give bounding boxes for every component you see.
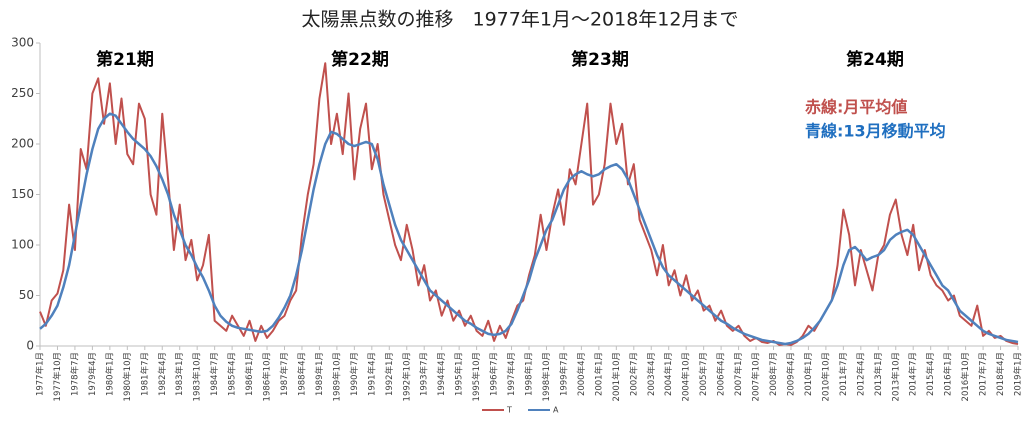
y-tick-label: 250: [11, 86, 34, 100]
x-tick-label: 2000年4月: [576, 352, 587, 396]
series-line: [39, 112, 1019, 346]
x-tick-label: 2009年4月: [785, 352, 796, 396]
x-tick-label: 1979年4月: [87, 352, 98, 396]
x-tick-label: 2015年4月: [925, 352, 936, 396]
x-tick-label: 2016年10月: [960, 352, 971, 401]
y-tick-label: 50: [19, 288, 34, 302]
x-tick-label: 1991年4月: [366, 352, 377, 396]
x-tick-label: 1985年4月: [227, 352, 238, 396]
x-tick-label: 1994年4月: [436, 352, 447, 396]
legend-label: T: [506, 406, 512, 415]
x-tick-label: 2001年10月: [611, 352, 622, 401]
x-tick-label: 2008年7月: [768, 352, 779, 396]
x-tick-label: 1988年4月: [296, 352, 307, 396]
annotation: 青線:13月移動平均: [805, 122, 946, 141]
y-tick-label: 0: [26, 339, 34, 353]
x-tick-label: 1977年1月: [35, 352, 46, 396]
x-tick-label: 2014年7月: [908, 352, 919, 396]
x-tick-label: 2016年1月: [943, 352, 954, 396]
chart-title: 太陽黒点数の推移 1977年1月～2018年12月まで: [302, 9, 739, 31]
y-tick-label: 100: [11, 238, 34, 252]
x-tick-label: 1995年1月: [454, 352, 465, 396]
x-tick-label: 2001年1月: [593, 352, 604, 396]
x-tick-label: 2017年7月: [978, 352, 989, 396]
annotation: 第21期: [96, 49, 154, 70]
x-tick-label: 2002年7月: [628, 352, 639, 396]
annotation: 第23期: [571, 49, 629, 70]
x-tick-label: 1978年7月: [69, 352, 80, 396]
x-tick-label: 2004年1月: [663, 352, 674, 396]
annotation: 第24期: [846, 49, 904, 70]
x-tick-label: 1997年4月: [506, 352, 517, 396]
x-tick-label: 1989年1月: [314, 352, 325, 396]
x-tick-label: 1992年1月: [384, 352, 395, 396]
x-tick-label: 2010年10月: [820, 352, 831, 401]
x-tick-label: 1983年1月: [174, 352, 185, 396]
x-tick-label: 1987年7月: [279, 352, 290, 396]
x-tick-label: 2004年10月: [681, 352, 692, 401]
x-tick-label: 1980年1月: [104, 352, 115, 396]
x-tick-label: 1999年7月: [558, 352, 569, 396]
x-tick-label: 1998年10月: [541, 352, 552, 401]
x-tick-label: 2010年1月: [803, 352, 814, 396]
x-tick-label: 2012年4月: [855, 352, 866, 396]
x-tick-label: 1986年1月: [244, 352, 255, 396]
y-tick-label: 300: [11, 36, 34, 50]
x-tick-label: 1995年10月: [471, 352, 482, 401]
x-tick-label: 1981年7月: [139, 352, 150, 396]
x-tick-label: 1986年10月: [262, 352, 273, 401]
x-tick-label: 2007年1月: [733, 352, 744, 396]
x-tick-label: 2019年1月: [1013, 352, 1024, 396]
x-tick-label: 2006年4月: [716, 352, 727, 396]
series-line: [39, 62, 1019, 346]
x-tick-label: 2013年10月: [890, 352, 901, 401]
x-tick-label: 1989年10月: [331, 352, 342, 401]
x-tick-label: 2003年4月: [646, 352, 657, 396]
x-tick-label: 2018年4月: [995, 352, 1006, 396]
x-tick-label: 1977年10月: [52, 352, 63, 401]
x-tick-label: 1982年4月: [157, 352, 168, 396]
x-tick-label: 1998年1月: [524, 352, 535, 396]
x-tick-label: 1980年10月: [122, 352, 133, 401]
x-tick-label: 1990年7月: [349, 352, 360, 396]
y-tick-label: 200: [11, 137, 34, 151]
x-tick-label: 1983年10月: [192, 352, 203, 401]
x-tick-label: 2007年10月: [751, 352, 762, 401]
x-tick-label: 1993年7月: [419, 352, 430, 396]
y-tick-label: 150: [11, 187, 34, 201]
annotation: 第22期: [331, 49, 389, 70]
x-tick-label: 1996年7月: [489, 352, 500, 396]
annotation: 赤線:月平均値: [805, 98, 907, 117]
legend-label: A: [553, 406, 559, 415]
x-tick-label: 2011年7月: [838, 352, 849, 396]
x-tick-label: 1984年7月: [209, 352, 220, 396]
x-tick-label: 1992年10月: [401, 352, 412, 401]
x-tick-label: 2013年1月: [873, 352, 884, 396]
x-tick-label: 2005年7月: [698, 352, 709, 396]
